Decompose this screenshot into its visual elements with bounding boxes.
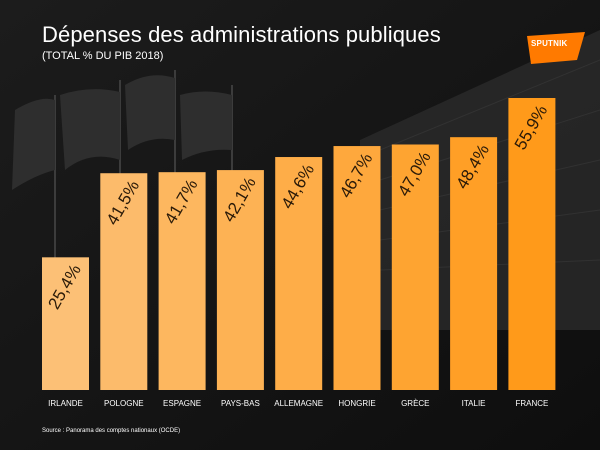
bar-france — [508, 98, 556, 390]
chart-subtitle: (TOTAL % DU PIB 2018) — [42, 50, 164, 62]
category-label: FRANCE — [515, 399, 548, 408]
bar-pays-bas — [216, 170, 264, 390]
bar-pologne — [100, 173, 148, 390]
category-label: HONGRIE — [338, 399, 375, 408]
sputnik-logo — [527, 32, 585, 64]
bar-hongrie — [333, 146, 381, 390]
category-label: PAYS-BAS — [221, 399, 260, 408]
category-label: ESPAGNE — [163, 399, 201, 408]
category-label: ALLEMAGNE — [274, 399, 323, 408]
bar-italie — [450, 137, 498, 390]
sputnik-logo-text: SPUTNIK — [531, 39, 568, 48]
category-label: POLOGNE — [104, 399, 144, 408]
chart-title: Dépenses des administrations publiques — [42, 22, 441, 47]
category-label: IRLANDE — [48, 399, 83, 408]
bar-grèce — [391, 144, 439, 390]
bar-espagne — [158, 172, 206, 390]
source-note: Source : Panorama des comptes nationaux … — [42, 428, 181, 434]
bar-allemagne — [275, 157, 323, 390]
category-label: GRÈCE — [401, 399, 429, 408]
bar-irlande — [42, 257, 89, 390]
category-label: ITALIE — [462, 399, 486, 408]
